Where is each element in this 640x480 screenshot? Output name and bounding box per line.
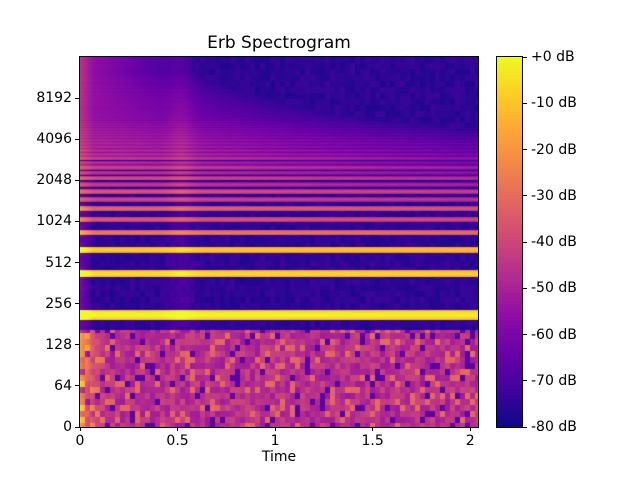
y-tick-mark: [75, 220, 79, 222]
colorbar-tick-mark: [523, 56, 527, 58]
y-tick-mark: [75, 344, 79, 346]
colorbar-tick-mark: [523, 287, 527, 289]
y-tick-mark: [75, 426, 79, 428]
x-tick-label: 1.5: [361, 433, 384, 449]
chart-title: Erb Spectrogram: [207, 33, 351, 53]
y-tick-mark: [75, 138, 79, 140]
y-tick-label: 2048: [36, 172, 72, 189]
colorbar-tick-label: -20 dB: [531, 141, 577, 158]
x-tick-mark: [79, 427, 81, 431]
colorbar-tick-mark: [523, 334, 527, 335]
colorbar-tick-mark: [523, 241, 527, 243]
colorbar-tick-label: -70 dB: [531, 372, 577, 389]
y-tick-mark: [75, 179, 79, 181]
y-tick-label: 64: [54, 377, 72, 394]
y-tick-label: 512: [45, 254, 72, 271]
colorbar-tick-mark: [523, 149, 527, 150]
x-tick-mark: [274, 427, 276, 431]
colorbar-tick-label: -50 dB: [531, 280, 577, 297]
colorbar: [496, 56, 523, 428]
colorbar-tick-label: -80 dB: [531, 419, 577, 435]
x-tick-label: 1: [270, 433, 280, 449]
x-tick-mark: [469, 427, 471, 431]
colorbar-tick-label: -30 dB: [531, 187, 577, 204]
x-tick-label: 0: [75, 433, 85, 449]
colorbar-tick-mark: [523, 195, 527, 197]
x-tick-mark: [372, 427, 374, 431]
y-tick-mark: [75, 385, 79, 387]
spectrogram-canvas: [80, 57, 478, 427]
colorbar-canvas: [497, 57, 522, 427]
colorbar-tick-label: -10 dB: [531, 95, 577, 112]
colorbar-tick-mark: [523, 426, 527, 428]
y-tick-mark: [75, 97, 79, 99]
y-tick-mark: [75, 303, 79, 305]
y-tick-mark: [75, 262, 79, 264]
plot-area: [79, 56, 479, 428]
colorbar-tick-label: -40 dB: [531, 234, 577, 250]
y-tick-label: 8192: [36, 90, 72, 107]
y-tick-label: 128: [45, 336, 72, 353]
x-axis-label: Time: [261, 449, 297, 465]
x-tick-label: 2: [465, 433, 475, 449]
colorbar-tick-label: -60 dB: [531, 326, 577, 343]
y-tick-label: 0: [63, 419, 72, 435]
colorbar-tick-label: +0 dB: [531, 49, 575, 65]
x-tick-mark: [177, 427, 179, 431]
y-tick-label: 256: [45, 295, 72, 312]
y-tick-label: 4096: [36, 131, 72, 148]
x-tick-label: 0.5: [166, 433, 189, 449]
y-tick-label: 1024: [36, 213, 72, 230]
colorbar-tick-mark: [523, 380, 527, 382]
colorbar-tick-mark: [523, 102, 527, 104]
